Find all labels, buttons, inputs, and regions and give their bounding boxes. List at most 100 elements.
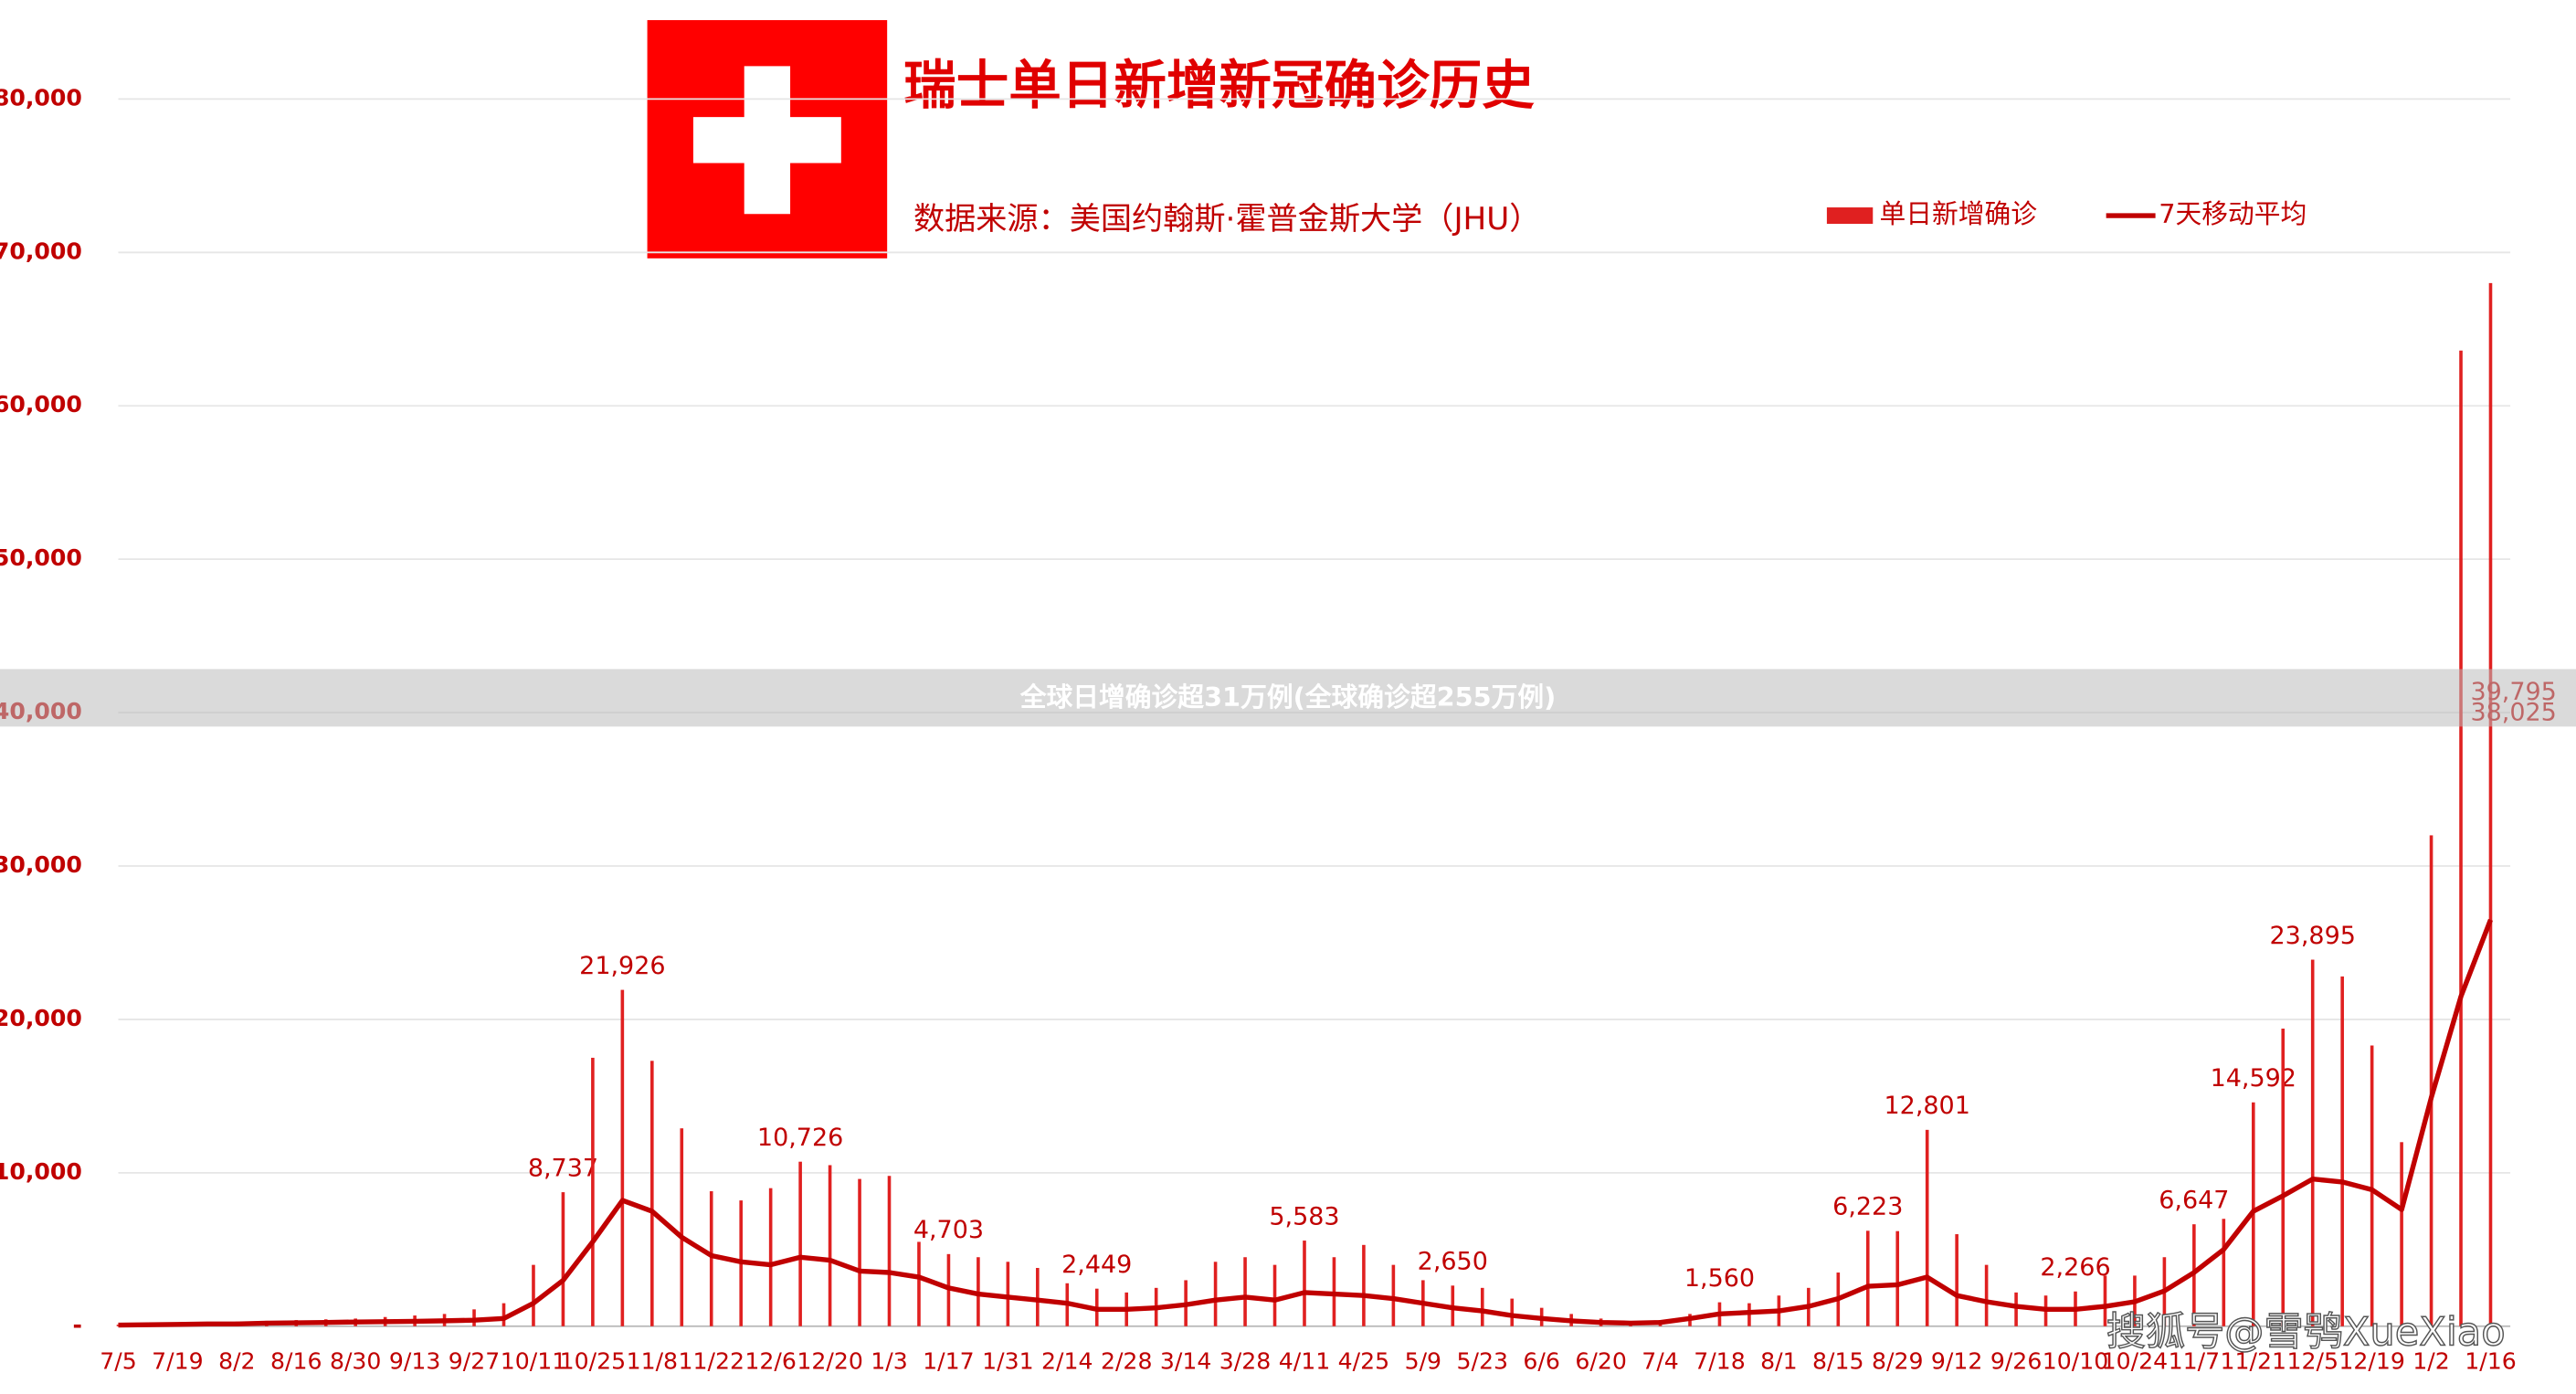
data-label: 2,266: [2040, 1253, 2110, 1282]
y-tick-label: 30,000: [0, 851, 82, 878]
banner-text: 全球日增确诊超31万例(全球确诊超255万例): [1019, 681, 1557, 713]
bar: [798, 1161, 802, 1326]
bar: [768, 1188, 773, 1326]
bar: [1213, 1262, 1218, 1326]
x-tick-label: 7/5: [100, 1347, 136, 1374]
x-tick-label: 8/1: [1760, 1347, 1798, 1374]
y-tick-label: 50,000: [0, 544, 82, 571]
data-label: 6,223: [1832, 1193, 1903, 1221]
flag-cross: [692, 117, 841, 164]
bar: [2370, 1045, 2374, 1326]
y-tick-label: 10,000: [0, 1158, 82, 1185]
bar: [1272, 1264, 1277, 1326]
chart-subtitle: 数据来源：美国约翰斯·霍普金斯大学（JHU）: [913, 201, 1540, 238]
x-tick-label: 2/28: [1101, 1347, 1153, 1374]
bar: [2310, 959, 2315, 1326]
bar: [2014, 1292, 2018, 1326]
bar: [561, 1192, 565, 1326]
data-label: 2,650: [1418, 1248, 1488, 1276]
x-tick-label: 1/17: [923, 1347, 974, 1374]
bar: [501, 1303, 506, 1326]
data-label: 4,703: [913, 1216, 984, 1244]
x-tick-label: 6/6: [1523, 1347, 1560, 1374]
bar: [591, 1057, 595, 1326]
bar: [1955, 1234, 1958, 1326]
data-label: 5,583: [1269, 1202, 1339, 1230]
x-tick-label: 7/4: [1642, 1347, 1679, 1374]
x-tick-label: 3/14: [1160, 1347, 1212, 1374]
bar: [2429, 835, 2433, 1326]
x-tick-label: 8/30: [330, 1347, 382, 1374]
x-tick-label: 12/19: [2338, 1347, 2404, 1374]
bar: [887, 1176, 892, 1326]
bar: [532, 1264, 535, 1326]
x-tick-label: 12/5: [2286, 1347, 2338, 1374]
data-label: 6,647: [2159, 1187, 2229, 1215]
bar: [1362, 1244, 1366, 1326]
x-tick-label: 10/24: [2102, 1347, 2169, 1374]
data-label: 23,895: [2270, 922, 2356, 950]
y-tick-label: 60,000: [0, 391, 82, 417]
bar: [1303, 1241, 1306, 1326]
y-tick-label: 70,000: [0, 238, 82, 264]
x-tick-label: 5/23: [1457, 1347, 1508, 1374]
bar: [917, 1241, 921, 1326]
data-label: 8,737: [528, 1154, 598, 1182]
moving-average-line: [118, 918, 2493, 1328]
watermark: 搜狐号@雪鸮XueXiao: [2106, 1309, 2506, 1355]
bar: [1510, 1298, 1515, 1326]
x-tick-label: 8/15: [1812, 1347, 1864, 1374]
bar: [1925, 1129, 1929, 1326]
chart-title: 瑞士单日新增新冠确诊历史: [903, 55, 1535, 116]
x-tick-label: 9/12: [1931, 1347, 1983, 1374]
legend-swatch: [1826, 207, 1874, 225]
y-tick-label: 20,000: [0, 1005, 82, 1031]
bar: [1480, 1287, 1484, 1326]
data-label: 21,926: [579, 952, 665, 980]
bar: [116, 1325, 121, 1326]
bar: [709, 1191, 713, 1326]
banner: [0, 669, 2576, 727]
bar: [2222, 1219, 2226, 1326]
x-tick-label: 5/9: [1405, 1347, 1442, 1374]
x-tick-label: 8/2: [218, 1347, 256, 1374]
x-tick-label: 12/6: [744, 1347, 797, 1374]
bar: [2459, 350, 2463, 1326]
x-tick-label: 11/8: [627, 1347, 679, 1374]
x-tick-label: 8/29: [1872, 1347, 1924, 1374]
x-tick-label: 10/11: [501, 1347, 567, 1374]
legend-label: 单日新增确诊: [1879, 198, 2037, 229]
x-tick-label: 1/31: [982, 1347, 1034, 1374]
x-tick-label: 4/11: [1279, 1347, 1331, 1374]
bar: [828, 1165, 832, 1326]
bar: [1006, 1262, 1010, 1326]
x-tick-label: 9/13: [389, 1347, 441, 1374]
x-tick-label: 11/21: [2221, 1347, 2287, 1374]
x-tick-label: 11/22: [678, 1347, 744, 1374]
legend-label: 7天移动平均: [2159, 198, 2307, 229]
x-tick-label: 11/7: [2169, 1347, 2221, 1374]
y-tick-label: 80,000: [0, 84, 82, 111]
x-tick-label: 3/28: [1219, 1347, 1272, 1374]
y-tick-label: -: [72, 1312, 81, 1338]
data-label: 12,801: [1884, 1092, 1970, 1120]
data-label: 1,560: [1684, 1264, 1755, 1293]
bar: [2103, 1275, 2107, 1326]
bar: [1865, 1230, 1870, 1326]
bar: [2488, 282, 2493, 1326]
x-tick-label: 9/27: [449, 1347, 500, 1374]
x-tick-label: 10/10: [2043, 1347, 2108, 1374]
x-tick-label: 7/18: [1694, 1347, 1746, 1374]
x-tick-label: 7/19: [152, 1347, 204, 1374]
bar: [1243, 1257, 1247, 1326]
bar: [1036, 1267, 1040, 1326]
bar: [2400, 1142, 2403, 1326]
bar: [1984, 1264, 1989, 1326]
data-label: 10,726: [757, 1124, 843, 1152]
bar: [680, 1128, 684, 1326]
x-tick-label: 9/26: [1990, 1347, 2043, 1374]
x-tick-label: 1/2: [2412, 1347, 2450, 1374]
bar: [650, 1061, 654, 1326]
x-tick-label: 4/25: [1338, 1347, 1390, 1374]
x-tick-label: 1/16: [2465, 1347, 2517, 1374]
